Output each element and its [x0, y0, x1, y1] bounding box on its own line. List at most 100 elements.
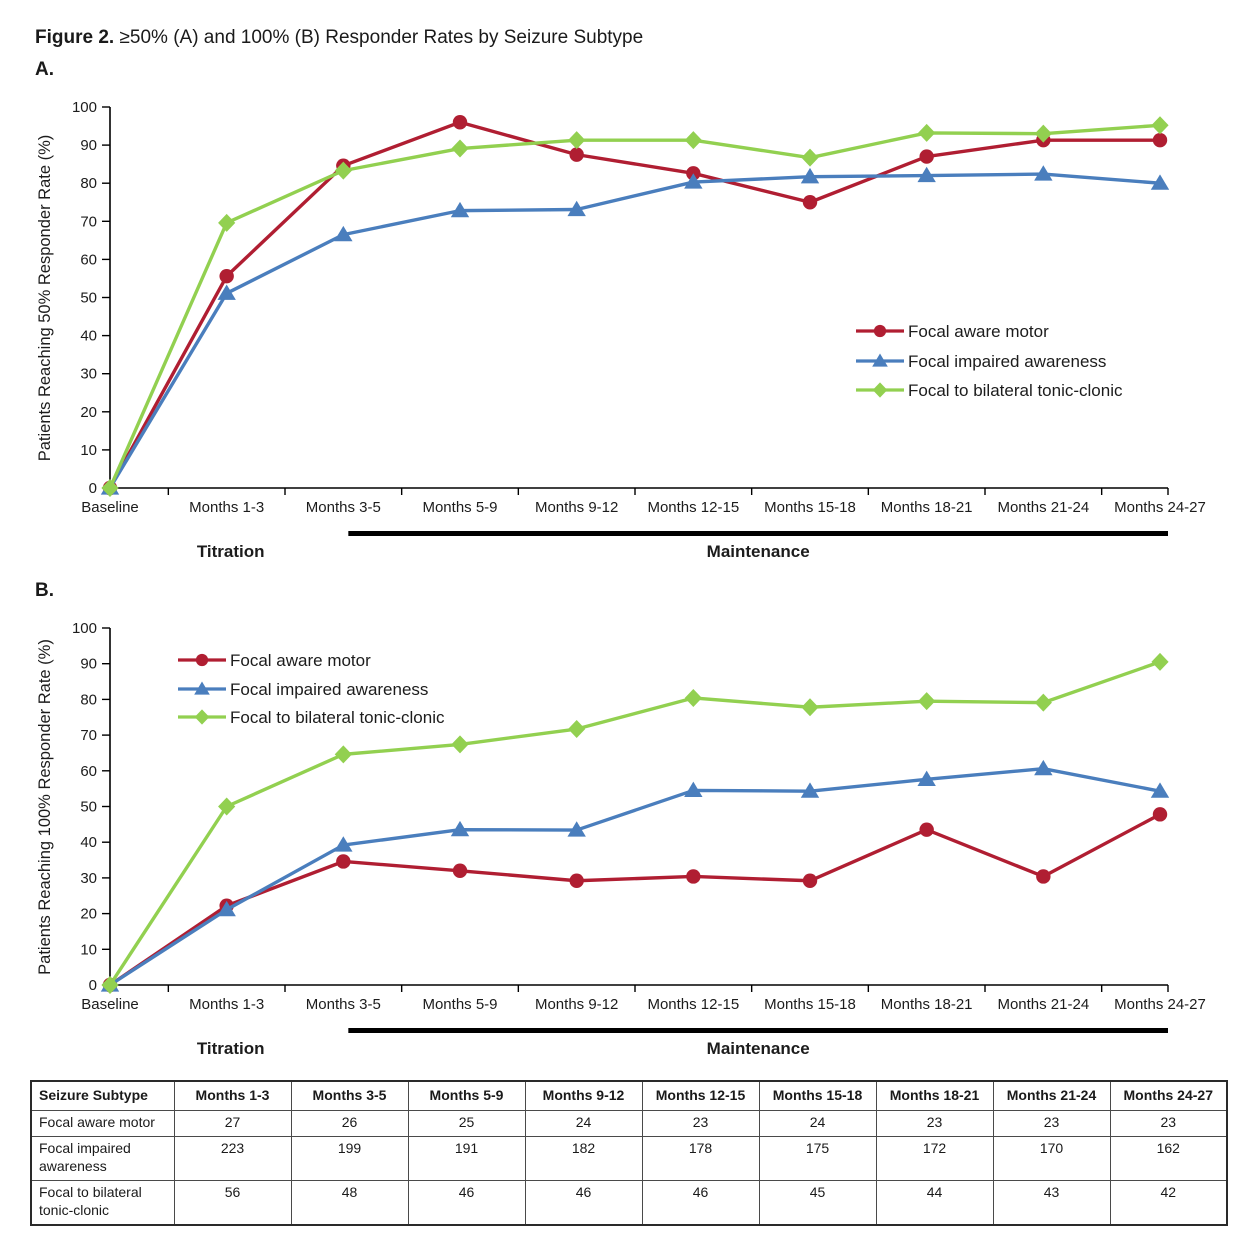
table-cell: 23 [875, 1110, 994, 1137]
maintenance-phase-label: Maintenance [707, 542, 810, 561]
table-header-seizure-subtype: Seizure Subtype [30, 1080, 175, 1111]
data-point-focal-to-bilateral-tonic-clonic-marker [1034, 124, 1052, 143]
table-cell: 23 [641, 1110, 760, 1137]
data-point-focal-to-bilateral-tonic-clonic-marker [334, 745, 352, 764]
data-point-focal-to-bilateral-tonic-clonic-marker [918, 123, 936, 142]
data-point-focal-impaired-awareness-marker [450, 820, 470, 837]
table-cell: 175 [758, 1136, 877, 1181]
data-point-focal-to-bilateral-tonic-clonic-marker [684, 688, 702, 707]
data-point-focal-to-bilateral-tonic-clonic-marker [334, 161, 352, 180]
figure-title-number: Figure 2. [35, 27, 115, 48]
chart-a-50pct-responder: 0 10 20 30 40 50 60 70 80 90 100 Baseline Months 1-3… [36, 99, 1206, 561]
x-category-label: Months 15-18 [764, 996, 856, 1013]
data-point-focal-aware-motor-marker [1152, 807, 1168, 822]
data-point-focal-impaired-awareness-marker [1150, 782, 1170, 798]
panel-a-label: A. [35, 59, 54, 80]
data-point-focal-to-bilateral-tonic-clonic-marker [218, 797, 236, 816]
data-point-focal-to-bilateral-tonic-clonic-marker [568, 720, 586, 739]
data-point-focal-impaired-awareness-marker [917, 166, 936, 183]
data-point-focal-to-bilateral-tonic-clonic-marker [801, 698, 819, 717]
table-row-label: Focal aware motor [30, 1110, 175, 1137]
data-point-focal-to-bilateral-tonic-clonic-marker [101, 976, 119, 994]
table-cell: 182 [524, 1136, 643, 1181]
table-cell: 45 [758, 1180, 877, 1225]
table-header-months-15-18: Months 15-18 [758, 1080, 877, 1111]
y-tick-label: 20 [80, 404, 97, 421]
y-tick-label: 60 [80, 251, 97, 268]
x-category-label: Months 24-27 [1114, 996, 1206, 1013]
y-tick-label: 30 [80, 870, 97, 887]
series-focal-aware-motor-line [109, 812, 1161, 987]
x-category-label: Months 24-27 [1114, 499, 1206, 516]
table-header-months-1-3: Months 1-3 [173, 1080, 292, 1111]
data-point-focal-aware-motor-marker [686, 869, 701, 884]
table-cell: 44 [875, 1180, 994, 1225]
legend-circle-icon [873, 324, 887, 338]
y-tick-label: 90 [80, 137, 97, 154]
x-category-label: Months 21-24 [997, 996, 1089, 1013]
table-cell: 25 [407, 1110, 526, 1137]
series-focal-to-bilateral-tonic-clonic-line [108, 123, 1161, 489]
data-point-focal-to-bilateral-tonic-clonic-marker [1151, 652, 1169, 671]
x-category-label: Baseline [81, 996, 139, 1013]
series-focal-impaired-awareness-line [108, 172, 1161, 489]
y-tick-label: 100 [72, 620, 97, 637]
series-focal-impaired-awareness-markers [100, 165, 1170, 495]
series-focal-impaired-awareness-line [109, 766, 1161, 987]
data-point-focal-to-bilateral-tonic-clonic-marker [218, 213, 236, 232]
data-point-focal-impaired-awareness-marker [800, 167, 820, 184]
maintenance-phase-bar [348, 531, 1168, 536]
data-point-focal-impaired-awareness-marker [800, 782, 820, 798]
x-category-label: Months 5-9 [422, 996, 497, 1013]
table-cell: 24 [524, 1110, 643, 1137]
data-point-focal-to-bilateral-tonic-clonic-marker [684, 131, 702, 150]
legend-label-focal-aware-motor: Focal aware motor [908, 322, 1049, 341]
data-point-focal-impaired-awareness-marker [917, 770, 936, 786]
table-cell: 56 [173, 1180, 292, 1225]
table-cell: 172 [875, 1136, 994, 1181]
legend-label-focal-to-bilateral-tonic-clonic: Focal to bilateral tonic-clonic [230, 708, 445, 727]
x-category-label: Months 5-9 [422, 499, 497, 516]
x-category-label: Months 1-3 [189, 996, 264, 1013]
x-category-label: Months 3-5 [306, 499, 381, 516]
table-header-months-9-12: Months 9-12 [524, 1080, 643, 1111]
legend-diamond-icon [872, 382, 888, 398]
legend-circle-icon [195, 653, 209, 667]
table-cell: 24 [758, 1110, 877, 1137]
data-point-focal-aware-motor-marker [452, 115, 468, 130]
x-category-label: Months 1-3 [189, 499, 264, 516]
y-tick-label: 80 [80, 175, 97, 192]
data-point-focal-impaired-awareness-marker [684, 173, 703, 189]
y-tick-label: 40 [80, 328, 97, 345]
x-category-label: Months 9-12 [535, 499, 618, 516]
data-point-focal-to-bilateral-tonic-clonic-marker [918, 692, 936, 711]
x-category-label: Months 18-21 [881, 996, 973, 1013]
titration-phase-label: Titration [197, 1039, 265, 1058]
y-tick-label: 60 [80, 763, 97, 780]
data-point-focal-impaired-awareness-marker [334, 836, 353, 852]
data-point-focal-impaired-awareness-marker [1034, 759, 1053, 776]
table-header-months-21-24: Months 21-24 [992, 1080, 1111, 1111]
legend-label-focal-impaired-awareness: Focal impaired awareness [230, 680, 428, 699]
data-point-focal-aware-motor-marker [1036, 869, 1051, 884]
table-cell: 27 [173, 1110, 292, 1137]
table-cell: 42 [1109, 1180, 1228, 1225]
y-tick-label: 80 [80, 691, 97, 708]
y-axis-title: Patients Reaching 100% Responder Rate (%… [36, 639, 54, 975]
y-tick-label: 100 [72, 99, 97, 116]
legend: Focal aware motor Focal impaired awarenes… [178, 651, 445, 727]
table-cell: 46 [407, 1180, 526, 1225]
data-point-focal-impaired-awareness-marker [217, 900, 236, 917]
table-header-months-12-15: Months 12-15 [641, 1080, 760, 1111]
figure-title-text: ≥50% (A) and 100% (B) Responder Rates by… [114, 27, 644, 48]
y-tick-label: 10 [80, 941, 97, 958]
maintenance-phase-bar [348, 1028, 1168, 1033]
table-cell: 46 [524, 1180, 643, 1225]
legend-triangle-icon [872, 353, 888, 367]
data-point-focal-impaired-awareness-marker [1034, 165, 1053, 181]
data-point-focal-to-bilateral-tonic-clonic-marker [801, 148, 819, 167]
x-category-label: Months 9-12 [535, 996, 618, 1013]
table-cell: 48 [290, 1180, 409, 1225]
data-point-focal-aware-motor-marker [802, 195, 818, 210]
